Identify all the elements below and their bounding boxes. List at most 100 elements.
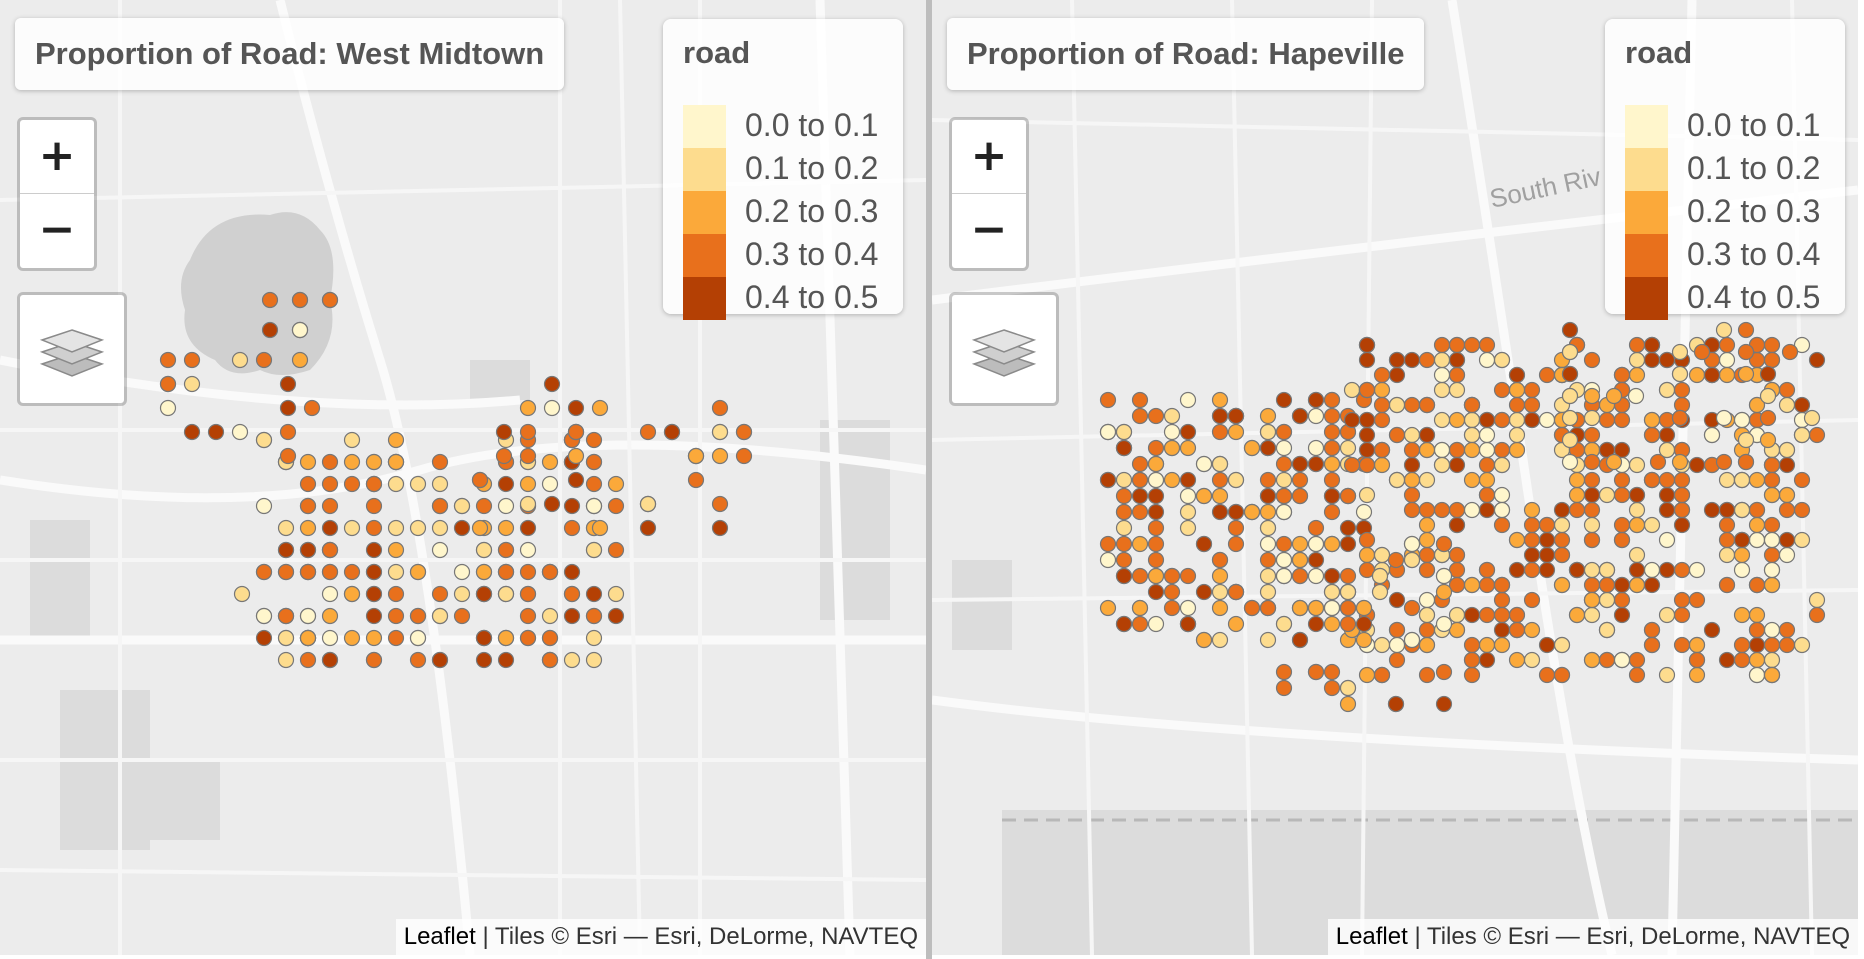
map-point-marker[interactable] — [1275, 679, 1293, 697]
map-point-marker[interactable] — [1403, 599, 1421, 617]
map-point-marker[interactable] — [1553, 546, 1571, 564]
map-point-marker[interactable] — [1568, 501, 1586, 519]
map-point-marker[interactable] — [1508, 621, 1526, 639]
map-point-marker[interactable] — [1227, 519, 1245, 537]
map-point-marker[interactable] — [1435, 663, 1453, 681]
map-point-marker[interactable] — [1259, 487, 1277, 505]
map-point-marker[interactable] — [541, 563, 559, 581]
map-point-marker[interactable] — [1673, 606, 1691, 624]
map-point-marker[interactable] — [299, 563, 317, 581]
map-point-marker[interactable] — [1643, 471, 1661, 489]
map-point-marker[interactable] — [591, 399, 609, 417]
map-point-marker[interactable] — [299, 475, 317, 493]
map-point-marker[interactable] — [1323, 423, 1341, 441]
map-point-marker[interactable] — [409, 519, 427, 537]
map-point-marker[interactable] — [409, 651, 427, 669]
map-point-marker[interactable] — [1403, 426, 1421, 444]
map-point-marker[interactable] — [1561, 343, 1579, 361]
map-point-marker[interactable] — [1259, 503, 1277, 521]
map-point-marker[interactable] — [1763, 351, 1781, 369]
map-point-marker[interactable] — [183, 351, 201, 369]
map-point-marker[interactable] — [1323, 535, 1341, 553]
map-point-marker[interactable] — [1163, 423, 1181, 441]
map-point-marker[interactable] — [261, 321, 279, 339]
map-point-marker[interactable] — [1259, 471, 1277, 489]
map-point-marker[interactable] — [1403, 441, 1421, 459]
map-point-marker[interactable] — [1448, 576, 1466, 594]
map-point-marker[interactable] — [1808, 351, 1826, 369]
map-point-marker[interactable] — [1658, 561, 1676, 579]
map-point-marker[interactable] — [1737, 365, 1755, 383]
map-point-marker[interactable] — [1323, 679, 1341, 697]
map-point-marker[interactable] — [1737, 453, 1755, 471]
map-point-marker[interactable] — [1179, 567, 1197, 585]
map-point-marker[interactable] — [1568, 561, 1586, 579]
map-point-marker[interactable] — [1403, 631, 1421, 649]
map-point-marker[interactable] — [585, 431, 603, 449]
map-point-marker[interactable] — [1147, 519, 1165, 537]
map-point-marker[interactable] — [387, 607, 405, 625]
map-point-marker[interactable] — [1339, 679, 1357, 697]
map-point-marker[interactable] — [585, 607, 603, 625]
map-point-marker[interactable] — [1227, 583, 1245, 601]
map-point-marker[interactable] — [453, 585, 471, 603]
map-point-marker[interactable] — [1418, 606, 1436, 624]
map-point-marker[interactable] — [1195, 535, 1213, 553]
map-point-marker[interactable] — [1323, 391, 1341, 409]
map-point-marker[interactable] — [1553, 531, 1571, 549]
map-point-marker[interactable] — [1433, 441, 1451, 459]
map-point-marker[interactable] — [1433, 501, 1451, 519]
map-point-marker[interactable] — [1478, 636, 1496, 654]
map-point-marker[interactable] — [1598, 651, 1616, 669]
map-point-marker[interactable] — [1147, 583, 1165, 601]
map-point-marker[interactable] — [1307, 551, 1325, 569]
map-point-marker[interactable] — [1643, 336, 1661, 354]
map-point-marker[interactable] — [1508, 441, 1526, 459]
map-point-marker[interactable] — [1339, 695, 1357, 713]
map-point-marker[interactable] — [1748, 621, 1766, 639]
map-point-marker[interactable] — [585, 651, 603, 669]
map-point-marker[interactable] — [1748, 396, 1766, 414]
map-point-marker[interactable] — [1115, 503, 1133, 521]
map-point-marker[interactable] — [1643, 561, 1661, 579]
map-point-marker[interactable] — [1435, 695, 1453, 713]
map-point-marker[interactable] — [1358, 441, 1376, 459]
map-point-marker[interactable] — [431, 519, 449, 537]
map-point-marker[interactable] — [639, 519, 657, 537]
map-point-marker[interactable] — [343, 431, 361, 449]
map-point-marker[interactable] — [1418, 591, 1436, 609]
map-point-marker[interactable] — [1099, 599, 1117, 617]
map-point-marker[interactable] — [1628, 651, 1646, 669]
map-point-marker[interactable] — [1388, 636, 1406, 654]
map-point-marker[interactable] — [279, 447, 297, 465]
map-point-marker[interactable] — [1387, 695, 1405, 713]
map-point-marker[interactable] — [255, 497, 273, 515]
map-point-marker[interactable] — [255, 563, 273, 581]
map-point-marker[interactable] — [1131, 407, 1149, 425]
map-point-marker[interactable] — [1493, 381, 1511, 399]
map-point-marker[interactable] — [1508, 396, 1526, 414]
map-point-marker[interactable] — [1355, 599, 1373, 617]
map-point-marker[interactable] — [409, 475, 427, 493]
map-point-marker[interactable] — [711, 423, 729, 441]
map-point-marker[interactable] — [1448, 336, 1466, 354]
map-point-marker[interactable] — [1523, 501, 1541, 519]
map-point-marker[interactable] — [1291, 471, 1309, 489]
map-point-marker[interactable] — [1715, 409, 1733, 427]
map-point-marker[interactable] — [1099, 391, 1117, 409]
map-point-marker[interactable] — [1658, 666, 1676, 684]
map-point-marker[interactable] — [183, 375, 201, 393]
map-point-marker[interactable] — [1211, 423, 1229, 441]
map-point-marker[interactable] — [1259, 519, 1277, 537]
map-point-marker[interactable] — [365, 607, 383, 625]
map-point-marker[interactable] — [1307, 663, 1325, 681]
map-point-marker[interactable] — [563, 497, 581, 515]
map-point-marker[interactable] — [1553, 576, 1571, 594]
map-point-marker[interactable] — [231, 351, 249, 369]
map-point-marker[interactable] — [1538, 531, 1556, 549]
map-point-marker[interactable] — [1778, 621, 1796, 639]
map-point-marker[interactable] — [1808, 426, 1826, 444]
map-point-marker[interactable] — [1463, 651, 1481, 669]
map-point-marker[interactable] — [1733, 561, 1751, 579]
map-point-marker[interactable] — [1718, 516, 1736, 534]
